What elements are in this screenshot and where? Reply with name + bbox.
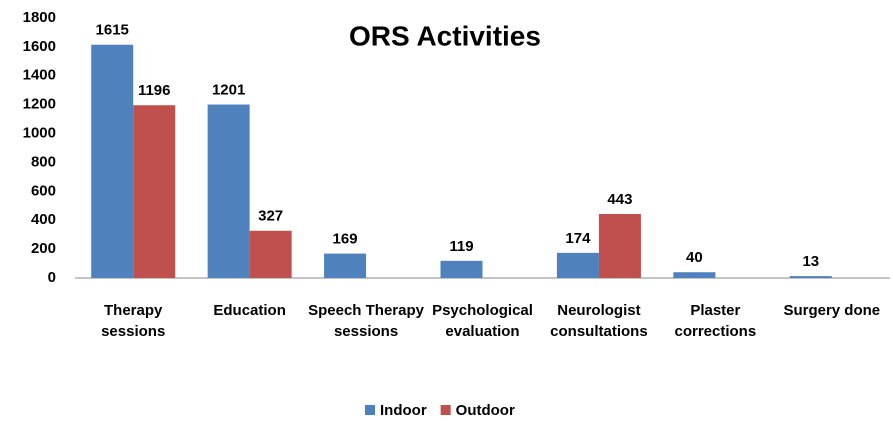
legend-swatch (440, 405, 451, 415)
y-tick-label: 1000 (23, 125, 56, 142)
legend-label: Indoor (380, 402, 427, 419)
y-tick-label: 800 (31, 153, 56, 170)
data-label: 1201 (212, 81, 245, 98)
data-label: 327 (258, 208, 283, 225)
data-label: 169 (333, 231, 358, 248)
data-label: 174 (565, 230, 591, 247)
data-label: 119 (449, 238, 473, 255)
data-label: 443 (607, 191, 632, 208)
y-tick-label: 600 (31, 182, 56, 199)
x-tick-label: Surgery done (783, 302, 881, 319)
bar (133, 105, 176, 278)
legend-label: Outdoor (456, 402, 515, 419)
y-tick-label: 0 (48, 269, 56, 286)
y-tick-label: 200 (31, 240, 56, 257)
data-label: 1196 (138, 82, 171, 99)
x-tick-label: Psychological evaluation (432, 302, 533, 340)
chart-title: ORS Activities (349, 20, 541, 51)
bar (673, 272, 716, 278)
y-tick-label: 400 (31, 211, 56, 228)
x-tick-label: Neurologist consultations (550, 302, 648, 340)
data-label: 1615 (96, 22, 129, 39)
y-tick-label: 1400 (23, 67, 56, 84)
bar (324, 253, 367, 278)
data-label: 13 (802, 253, 819, 270)
bar (789, 276, 832, 278)
y-tick-label: 1600 (23, 38, 56, 55)
data-label: 40 (686, 249, 703, 266)
y-tick-label: 1200 (23, 96, 56, 113)
x-tick-label: Speech Therapy sessions (308, 302, 424, 340)
x-tick-label: Education (213, 302, 286, 319)
x-tick-label: Therapy sessions (101, 302, 166, 340)
legend-swatch (365, 405, 375, 415)
bar (91, 44, 134, 278)
bar (598, 214, 641, 278)
y-tick-label: 1800 (23, 9, 56, 26)
bar (249, 230, 292, 278)
bar (556, 252, 599, 278)
bar (440, 260, 483, 278)
x-tick-label: Plaster corrections (674, 302, 757, 340)
bar (207, 104, 250, 279)
